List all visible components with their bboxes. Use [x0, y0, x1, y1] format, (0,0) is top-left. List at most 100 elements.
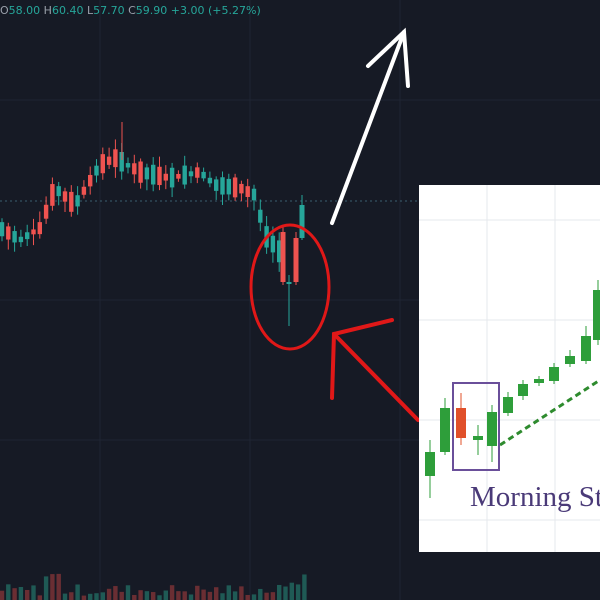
candle: [56, 186, 61, 197]
ohlc-value: 59.90: [136, 4, 168, 17]
highlight-circle: [249, 223, 331, 351]
candle: [12, 231, 17, 243]
volume-bar: [25, 589, 30, 600]
inset-candle: [456, 408, 466, 438]
candle: [138, 161, 143, 183]
candle: [81, 186, 87, 195]
volume-bar: [132, 594, 137, 600]
volume-bar: [119, 591, 124, 600]
volume-bar: [239, 586, 244, 600]
volume-bar: [144, 591, 150, 600]
inset-candle: [565, 356, 575, 364]
candle: [106, 156, 112, 165]
ohlc-label: L: [87, 4, 94, 17]
candle: [119, 152, 124, 172]
candle: [18, 236, 24, 243]
ohlc-label: O: [0, 4, 9, 17]
volume-bar: [69, 592, 74, 600]
volume-bar: [113, 586, 118, 600]
candle: [169, 167, 175, 188]
candle: [286, 282, 292, 284]
volume-bar: [220, 593, 225, 600]
pointer-arrow: [330, 318, 420, 422]
candle: [151, 164, 156, 185]
inset-caption: Morning Star: [470, 481, 600, 513]
volume-bar: [176, 591, 181, 600]
volume-bar: [182, 591, 187, 600]
candle: [62, 191, 68, 202]
candle: [220, 177, 225, 195]
candle: [157, 166, 162, 186]
candle: [182, 165, 187, 185]
candle: [195, 167, 200, 178]
volume-bar: [37, 595, 42, 600]
candle: [0, 222, 5, 237]
volume-bar: [75, 584, 80, 600]
inset: Morning Star: [419, 185, 600, 552]
candle: [132, 163, 137, 175]
volume-bar: [138, 590, 143, 600]
volume-bar: [226, 585, 231, 600]
candle: [43, 204, 49, 219]
candle: [25, 232, 30, 240]
volume-bar: [201, 589, 206, 600]
candle: [144, 167, 150, 180]
volume: [0, 573, 307, 600]
candle: [293, 238, 299, 282]
volume-bar: [43, 576, 49, 600]
volume-bar: [157, 595, 162, 600]
inset-candle: [593, 290, 600, 340]
volume-bar: [289, 582, 294, 600]
candle: [188, 171, 194, 177]
volume-bar: [56, 573, 61, 600]
inset-candle: [473, 436, 483, 440]
volume-bar: [88, 593, 93, 600]
candle: [75, 195, 80, 207]
volume-bar: [100, 592, 105, 600]
candle: [125, 163, 131, 168]
volume-bar: [94, 593, 99, 600]
candle: [277, 240, 282, 263]
candle: [100, 154, 105, 174]
volume-bar: [295, 584, 301, 600]
candle: [113, 149, 118, 168]
volume-bar: [62, 593, 68, 600]
volume-bar: [245, 594, 250, 600]
inset-candle: [440, 408, 450, 452]
ohlc-header: O58.00 H60.40 L57.70 C59.90 +3.00 (+5.27…: [0, 4, 261, 17]
volume-bar: [81, 595, 87, 600]
candles: [0, 122, 305, 326]
inset-candle: [581, 336, 591, 361]
candle: [258, 209, 263, 223]
inset-candle: [487, 412, 497, 446]
volume-bar: [277, 584, 282, 600]
candle: [69, 191, 74, 212]
volume-bar: [0, 590, 5, 600]
ohlc-label: C: [128, 4, 136, 17]
candle: [280, 232, 286, 282]
candle: [299, 205, 305, 238]
volume-bar: [195, 585, 200, 600]
volume-bar: [264, 592, 269, 600]
candle: [207, 177, 213, 184]
inset-candle: [518, 384, 528, 396]
volume-bar: [125, 585, 131, 600]
volume-bar: [232, 591, 238, 600]
volume-bar: [270, 592, 276, 600]
volume-bar: [302, 574, 307, 600]
volume-bar: [207, 591, 213, 600]
volume-bar: [169, 585, 175, 600]
candle: [37, 222, 42, 235]
ohlc-label: H: [44, 4, 52, 17]
ohlc-value: 57.70: [93, 4, 125, 17]
candle: [94, 165, 99, 176]
candle: [176, 173, 181, 179]
candle: [88, 174, 93, 187]
volume-bar: [106, 588, 112, 600]
candle: [251, 188, 257, 201]
volume-bar: [50, 574, 55, 600]
inset-candle: [425, 452, 435, 476]
